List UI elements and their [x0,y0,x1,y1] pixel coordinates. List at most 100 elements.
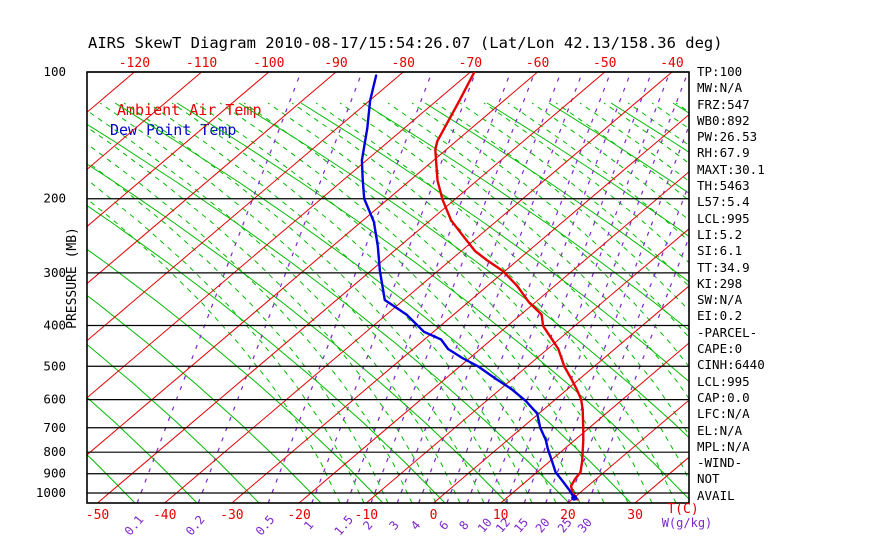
moist-adiabat-line [171,102,557,503]
mixing-ratio-tick-label: 30 [575,515,595,535]
moist-adiabat-line [87,198,341,503]
isotherm-line [0,72,67,503]
bottom-temp-tick-label: 10 [493,508,509,523]
bottom-temp-tick-label: -30 [220,508,243,523]
mixing-ratio-tick-label: 4 [408,518,423,533]
stat-line: EL:N/A [697,422,743,438]
mixing-ratio-tick-label: 8 [456,518,471,533]
mixing-ratio-tick-label: 6 [436,518,451,533]
stat-line: L57:5.4 [697,194,750,210]
stat-line: AVAIL [697,487,735,503]
top-temp-tick-label: -90 [324,56,347,71]
dry-adiabat-line [176,102,689,500]
moist-adiabat-line [195,102,581,503]
ambient-temp-curve [434,72,585,501]
moist-adiabat-line [219,102,605,503]
mixing-ratio-tick-label: 20 [533,515,553,535]
stat-line: CAPE:0 [697,341,743,357]
mixing-ratio-group [136,72,689,503]
dry-adiabats-group [0,102,689,503]
isotherm-line [87,72,471,399]
mixing-ratio-tick-label: 15 [511,515,531,535]
bottom-temp-tick-label: -40 [153,508,176,523]
stat-line: WB0:892 [697,112,750,128]
isotherm-line [433,285,689,503]
pressure-tick-label: 800 [43,444,66,459]
pressure-tick-label: 100 [43,64,66,79]
mixing-ratio-tick-label: 3 [386,518,401,533]
mixing-ratio-tick-label: 10 [475,515,495,535]
isotherm-line [87,72,202,171]
moist-adiabat-line [267,102,653,503]
isotherm-line [87,72,337,285]
top-temp-tick-label: -70 [459,56,482,71]
moist-adiabat-line [87,179,365,503]
isotherm-line [500,342,689,503]
mixing-ratio-line [136,72,302,503]
stat-line: PW:26.53 [697,129,758,145]
isotherm-line [365,228,689,503]
top-temp-tick-label: -100 [253,56,284,71]
mixing-ratio-tick-label: 1.5 [331,513,356,539]
moist-adiabats-group [87,102,689,503]
moist-adiabat-line [363,102,689,400]
pressure-tick-label: 700 [43,420,66,435]
dry-adiabat-line [424,102,689,283]
dry-adiabat-line [87,123,570,503]
bottom-temp-tick-label: 0 [430,508,438,523]
bottom-temp-tick-label: 20 [560,508,576,523]
stat-line: KI:298 [697,275,743,291]
top-temp-tick-label: -40 [660,56,683,71]
stat-line: FRZ:547 [697,96,750,112]
isotherm-line [567,399,689,503]
isotherm-line [164,72,673,503]
dry-adiabat-line [0,103,73,503]
top-temp-tick-label: -120 [119,56,150,71]
mixing-ratio-axis-title: W(g/kg) [662,516,713,530]
stat-line: TH:5463 [697,178,750,194]
mixing-ratio-tick-label: 0.2 [183,513,208,539]
isotherm-line [231,113,689,503]
dry-adiabat-line [87,396,198,503]
moist-adiabat-line [87,143,413,503]
stat-line: RH:67.9 [697,145,750,161]
chart-title: AIRS SkewT Diagram 2010-08-17/15:54:26.0… [88,34,723,52]
isotherm-line [298,171,689,503]
pressure-tick-label: 600 [43,392,66,407]
mixing-ratio-line [505,72,671,503]
mixing-ratio-tick-label: 0.1 [122,513,147,539]
mixing-ratio-line [418,72,584,503]
dry-adiabat-line [87,294,322,503]
top-temp-tick-label: -80 [391,56,414,71]
stat-line: LFC:N/A [697,406,750,422]
pressure-tick-label: 200 [43,191,66,206]
temp-axis-title: T(C) [667,502,698,517]
legend-ambient-temp: Ambient Air Temp [117,101,262,119]
moist-adiabat-line [387,102,689,368]
moist-adiabat-line [147,102,533,503]
pressure-tick-label: 500 [43,358,66,373]
stat-line: -WIND- [697,455,743,471]
pressure-tick-label: 300 [43,265,66,280]
dry-adiabat-line [87,343,260,503]
moist-adiabat-line [243,102,629,503]
dry-adiabat-line [87,248,384,503]
moist-adiabat-line [87,161,389,503]
stat-line: SI:6.1 [697,243,743,259]
stat-line: LCL:995 [697,373,750,389]
moist-adiabat-line [435,102,689,312]
stat-line: NOT [697,471,720,487]
mixing-ratio-tick-label: 0.5 [253,513,278,539]
isobars-group [87,71,689,494]
top-temp-tick-label: -50 [593,56,616,71]
grid-lines-group [0,72,689,503]
pressure-tick-label: 400 [43,317,66,332]
moist-adiabat-line [291,102,677,503]
bottom-temp-tick-label: -20 [287,508,310,523]
top-temp-tick-label: -110 [186,56,217,71]
dew-point-surface-marker [571,494,578,501]
stat-line: EI:0.2 [697,308,743,324]
stat-line: CINH:6440 [697,357,765,373]
dry-adiabat-line [114,102,632,503]
